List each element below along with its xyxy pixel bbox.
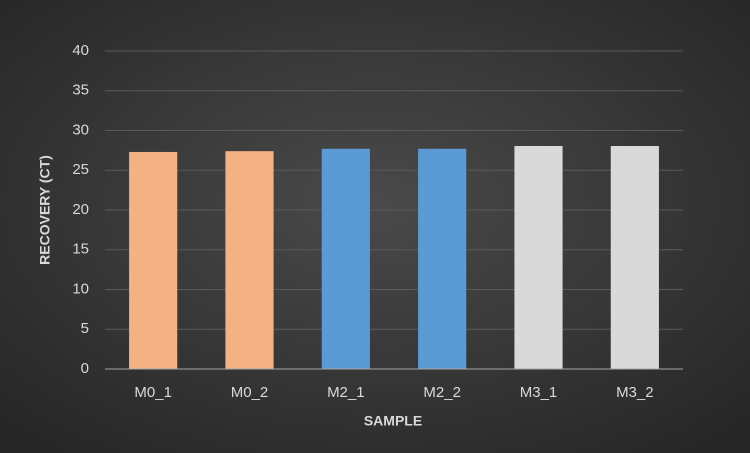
x-tick-label: M3_2 xyxy=(616,384,654,401)
x-tick-label: M2_1 xyxy=(327,384,365,401)
y-tick-label: 10 xyxy=(72,280,89,297)
y-tick-label: 35 xyxy=(72,82,89,99)
bar xyxy=(225,151,274,369)
x-tick-label: M2_2 xyxy=(423,384,461,401)
y-axis-title: RECOVERY (CT) xyxy=(37,155,53,265)
bar xyxy=(129,151,178,369)
bar xyxy=(321,148,370,369)
x-tick-label: M3_1 xyxy=(520,384,558,401)
y-tick-label: 20 xyxy=(72,201,89,218)
y-tick-label: 15 xyxy=(72,241,89,258)
y-tick-label: 25 xyxy=(72,161,89,178)
y-tick-label: 0 xyxy=(81,360,89,377)
y-tick-label: 5 xyxy=(81,320,89,337)
y-tick-label: 40 xyxy=(72,42,89,59)
x-tick-label: M0_1 xyxy=(134,384,172,401)
x-tick-label: M0_2 xyxy=(231,384,269,401)
y-tick-label: 30 xyxy=(72,121,89,138)
x-axis-title: SAMPLE xyxy=(364,413,422,429)
bar xyxy=(514,146,563,369)
bar xyxy=(610,146,659,369)
bar xyxy=(418,148,467,369)
